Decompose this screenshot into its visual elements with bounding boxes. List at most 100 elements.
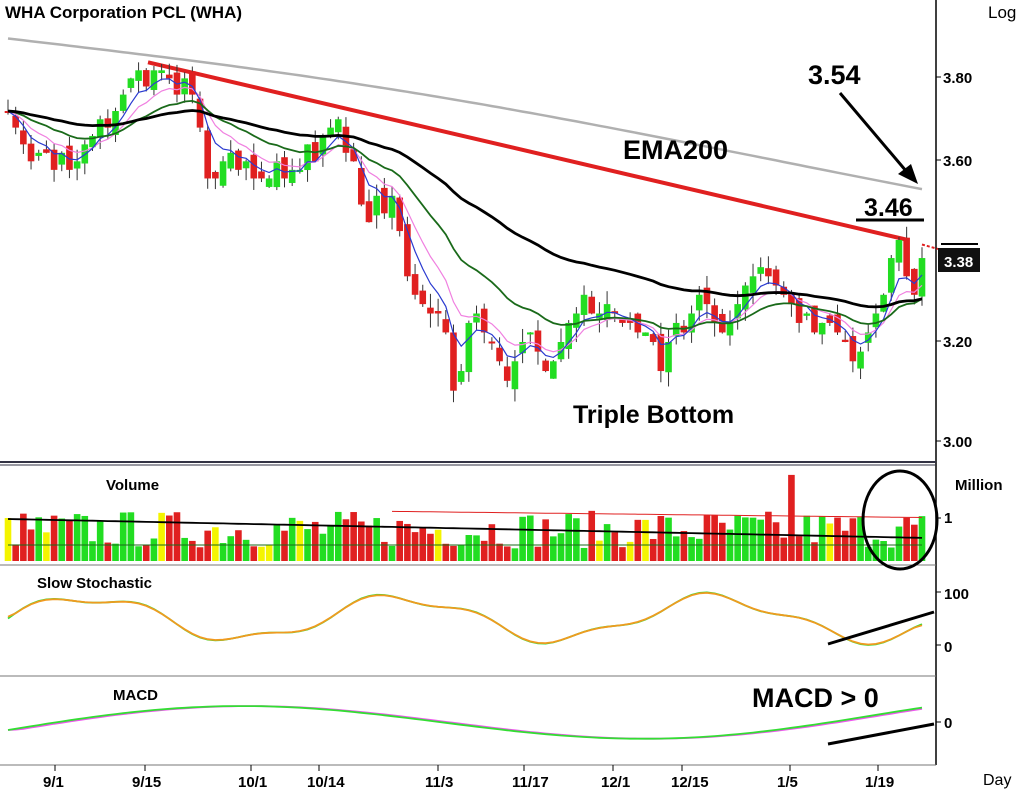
volume-bar bbox=[365, 525, 373, 561]
candle bbox=[358, 156, 365, 207]
candle-body bbox=[319, 135, 327, 155]
candle-body bbox=[381, 187, 388, 214]
volume-bar bbox=[381, 541, 388, 561]
candle bbox=[849, 327, 857, 373]
volume-bar bbox=[880, 541, 887, 561]
volume-bar bbox=[788, 474, 795, 561]
candle bbox=[96, 115, 104, 150]
candle-body bbox=[688, 313, 695, 333]
candle-body bbox=[181, 78, 188, 95]
volume-bar bbox=[50, 515, 58, 561]
volume-bar bbox=[296, 520, 304, 561]
candle bbox=[219, 156, 227, 188]
volume-title: Volume bbox=[106, 477, 159, 494]
stochastic-tick-label: 100 bbox=[944, 586, 969, 603]
volume-bar bbox=[142, 545, 150, 561]
volume-bar bbox=[396, 520, 404, 561]
candle-body bbox=[288, 169, 296, 183]
candle-body bbox=[588, 296, 596, 314]
volume-bar bbox=[887, 547, 895, 561]
volume-bar bbox=[895, 526, 903, 561]
candle-body bbox=[265, 178, 273, 187]
candle-body bbox=[327, 127, 334, 135]
volume-ma-line bbox=[7, 518, 923, 539]
candle bbox=[350, 142, 357, 162]
candle bbox=[557, 328, 565, 363]
volume-bar bbox=[872, 539, 880, 561]
candle bbox=[703, 275, 711, 319]
candle bbox=[250, 143, 258, 190]
volume-bar bbox=[795, 536, 803, 561]
volume-highlight-circle bbox=[861, 469, 939, 571]
candle bbox=[657, 322, 665, 383]
volume-bar bbox=[488, 524, 496, 561]
ema200-label: EMA200 bbox=[623, 135, 728, 165]
volume-bar bbox=[173, 512, 181, 561]
candle-body bbox=[127, 78, 135, 88]
candle bbox=[757, 257, 765, 282]
candle-body bbox=[642, 332, 649, 336]
volume-bar bbox=[427, 533, 434, 561]
candle-body bbox=[542, 360, 549, 372]
volume-bar bbox=[73, 514, 81, 561]
macd-panel bbox=[7, 705, 935, 746]
volume-bar bbox=[12, 544, 19, 561]
volume-bar bbox=[811, 542, 818, 561]
volume-bar bbox=[104, 542, 112, 561]
candle bbox=[649, 332, 657, 346]
volume-bar bbox=[43, 532, 50, 561]
candle-body bbox=[580, 294, 588, 315]
candle-body bbox=[20, 130, 27, 145]
volume-bar bbox=[181, 537, 188, 561]
candle-body bbox=[388, 195, 396, 218]
volume-bar bbox=[611, 532, 619, 561]
candle bbox=[680, 320, 688, 340]
candle bbox=[212, 170, 219, 190]
price-354-label: 3.54 bbox=[808, 60, 861, 90]
volume-bar bbox=[96, 521, 104, 561]
volume-bar bbox=[112, 543, 119, 561]
volume-bar bbox=[196, 547, 204, 561]
candle bbox=[688, 305, 695, 343]
volume-bar bbox=[903, 517, 910, 561]
candle-body bbox=[665, 341, 672, 373]
y-tick-label: 3.20 bbox=[943, 334, 972, 351]
candle-body bbox=[880, 294, 887, 312]
candle-body bbox=[334, 119, 342, 133]
x-tick-label: 11/17 bbox=[512, 774, 549, 791]
x-tick-label: 9/15 bbox=[132, 774, 161, 791]
volume-bar bbox=[619, 547, 626, 561]
last-price-box bbox=[938, 248, 980, 272]
candle-body bbox=[849, 336, 857, 362]
candle-body bbox=[273, 161, 281, 188]
candle bbox=[258, 161, 265, 183]
candle-body bbox=[519, 341, 526, 354]
macd-tick-label: 0 bbox=[944, 715, 952, 732]
candle bbox=[365, 189, 373, 223]
volume-bar bbox=[242, 539, 250, 561]
x-tick-label: 1/5 bbox=[777, 774, 798, 791]
arrow-shaft bbox=[838, 92, 914, 179]
volume-bar bbox=[442, 543, 450, 561]
volume-bar bbox=[135, 546, 142, 561]
candle-body bbox=[442, 319, 450, 333]
candle bbox=[142, 68, 150, 92]
y-tick-label: 3.00 bbox=[943, 434, 972, 451]
volume-bar bbox=[772, 522, 780, 561]
candle-body bbox=[872, 313, 880, 328]
chart-labels: WHA Corporation PCL (WHA) Log 3.80 3.60 … bbox=[5, 3, 1016, 791]
candle-body bbox=[795, 298, 803, 323]
candle bbox=[480, 303, 488, 344]
candle bbox=[58, 151, 66, 172]
candle bbox=[542, 358, 549, 373]
candle-body bbox=[112, 111, 119, 135]
candle bbox=[35, 149, 43, 161]
candle-body bbox=[573, 313, 580, 328]
volume-bar bbox=[834, 517, 841, 561]
candle bbox=[158, 63, 165, 81]
candle bbox=[711, 298, 718, 337]
volume-bar bbox=[250, 546, 258, 561]
volume-bar bbox=[695, 538, 703, 561]
trendline-extension bbox=[921, 243, 939, 250]
candle-body bbox=[841, 339, 849, 342]
